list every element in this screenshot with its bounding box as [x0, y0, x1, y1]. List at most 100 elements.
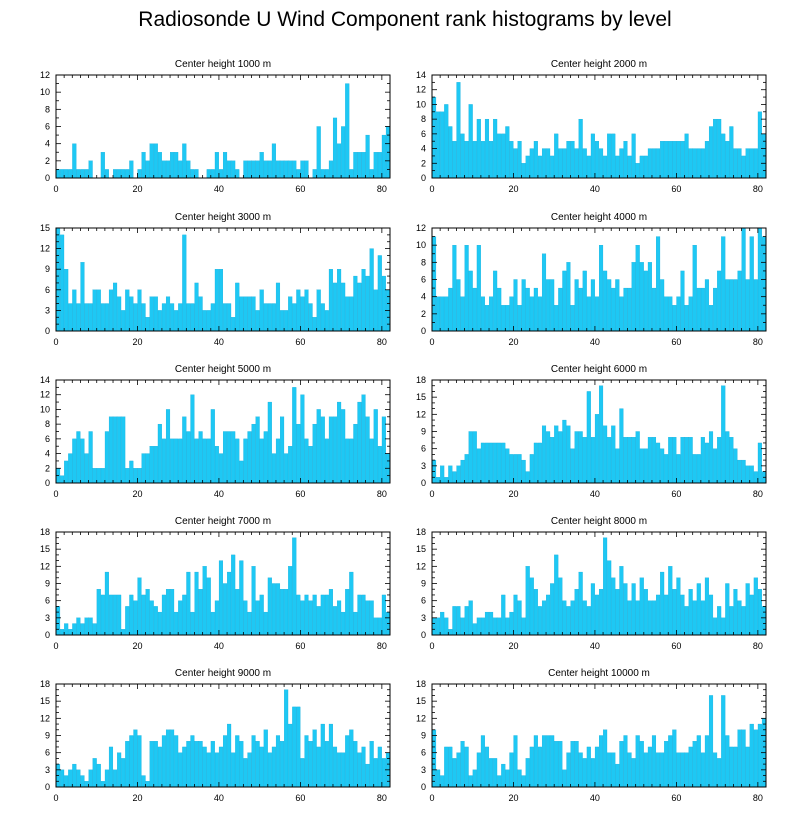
bar [80, 169, 85, 179]
bar [517, 769, 522, 788]
bar [153, 741, 158, 788]
bar [84, 781, 89, 788]
bar [104, 303, 109, 332]
bar [574, 431, 579, 484]
bar [288, 296, 293, 332]
bar [431, 96, 437, 179]
bar [157, 310, 162, 332]
bar [157, 423, 162, 484]
bar [96, 763, 101, 788]
bar [623, 437, 628, 484]
bar [300, 160, 305, 179]
bar [668, 296, 673, 332]
bar [121, 758, 126, 788]
bar [460, 133, 465, 179]
bar [521, 617, 526, 636]
y-tick-label: 6 [45, 285, 50, 295]
bar [611, 577, 616, 636]
bar [737, 270, 742, 332]
bar [688, 589, 693, 636]
bar [206, 752, 211, 788]
bar [377, 255, 382, 332]
bar [56, 606, 61, 636]
bar [513, 148, 518, 179]
bar [505, 305, 510, 332]
y-tick-label: 2 [421, 158, 426, 168]
bar [741, 729, 746, 788]
bar [611, 752, 616, 788]
bar [725, 279, 730, 332]
x-tick-label: 20 [508, 184, 518, 194]
x-tick-label: 0 [53, 184, 58, 194]
x-tick-label: 20 [132, 641, 142, 651]
bar [214, 152, 219, 179]
bar [444, 617, 449, 636]
bar [480, 617, 485, 636]
bar [121, 169, 126, 179]
y-tick-label: 12 [416, 713, 426, 723]
bar [190, 394, 195, 484]
bar [541, 253, 547, 332]
bar [623, 141, 628, 179]
bar [725, 735, 730, 788]
y-tick-label: 8 [421, 257, 426, 267]
bar [328, 269, 333, 332]
bar [558, 577, 563, 636]
bar [149, 741, 154, 788]
bar [546, 148, 551, 179]
y-tick-label: 12 [416, 561, 426, 571]
bar [537, 606, 542, 636]
bar [436, 477, 441, 484]
bar [137, 468, 142, 484]
bar [60, 629, 65, 636]
bar [255, 416, 260, 484]
bar [316, 606, 321, 636]
bar [72, 143, 77, 179]
bar [440, 611, 445, 636]
bar [456, 465, 461, 484]
bar [149, 446, 154, 484]
bar [664, 741, 669, 788]
bar [558, 148, 563, 179]
bar [255, 310, 260, 332]
y-tick-label: 0 [421, 478, 426, 488]
y-tick-label: 14 [416, 70, 426, 80]
bar [546, 735, 551, 788]
bar [631, 133, 636, 179]
bar [468, 270, 473, 332]
bar [550, 279, 555, 332]
bar [554, 305, 559, 332]
bar [688, 746, 693, 788]
bar [635, 163, 640, 179]
bar [594, 141, 600, 179]
bar [357, 594, 362, 636]
bar [206, 577, 211, 636]
bar [647, 262, 652, 332]
bar [607, 279, 612, 332]
bar [369, 248, 374, 332]
bar [259, 746, 264, 788]
bar [174, 310, 179, 332]
panel-title: Center height 9000 m [175, 668, 271, 679]
bar [174, 152, 179, 179]
bar [721, 133, 726, 179]
bar [472, 769, 477, 788]
bar [639, 448, 644, 484]
bar [108, 289, 114, 332]
bar [619, 566, 624, 636]
bar [570, 305, 575, 332]
bar [550, 155, 555, 179]
bar [284, 453, 289, 484]
bar [231, 317, 236, 332]
bar [255, 600, 260, 636]
bar [484, 305, 490, 332]
bar [104, 431, 109, 484]
bar [210, 741, 215, 788]
bar [239, 460, 244, 484]
x-tick-label: 40 [214, 489, 224, 499]
bar [227, 723, 232, 788]
bar [761, 606, 767, 636]
panel-9: Center height 9000 m 0 20 40 60 80 0 3 6 9 12 15 18 [40, 668, 391, 803]
bar [133, 600, 138, 636]
bar [725, 141, 730, 179]
